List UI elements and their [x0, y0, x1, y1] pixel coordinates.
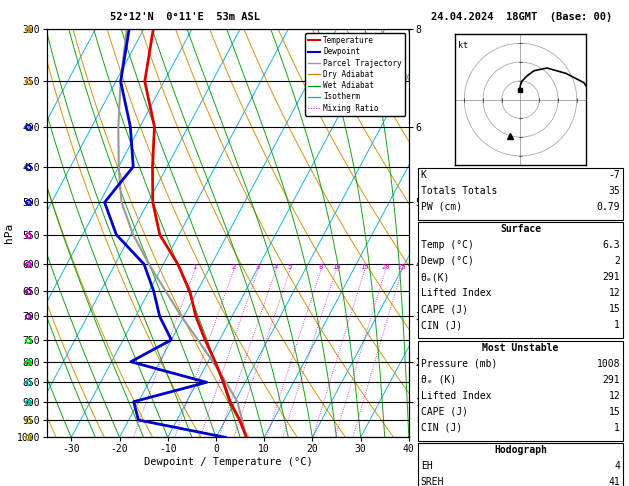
- X-axis label: Dewpoint / Temperature (°C): Dewpoint / Temperature (°C): [143, 457, 313, 467]
- Legend: Temperature, Dewpoint, Parcel Trajectory, Dry Adiabat, Wet Adiabat, Isotherm, Mi: Temperature, Dewpoint, Parcel Trajectory…: [305, 33, 405, 116]
- Y-axis label: hPa: hPa: [4, 223, 14, 243]
- Text: 0.79: 0.79: [597, 202, 620, 212]
- Text: θₑ(K): θₑ(K): [421, 272, 450, 282]
- Text: kt: kt: [457, 41, 467, 50]
- Text: CAPE (J): CAPE (J): [421, 304, 468, 314]
- Text: 3: 3: [256, 264, 260, 270]
- Text: K: K: [421, 170, 426, 180]
- Text: CIN (J): CIN (J): [421, 423, 462, 433]
- Text: Totals Totals: Totals Totals: [421, 186, 497, 196]
- Text: θₑ (K): θₑ (K): [421, 375, 456, 385]
- Text: Temp (°C): Temp (°C): [421, 240, 474, 250]
- Text: 15: 15: [608, 407, 620, 417]
- Text: Surface: Surface: [500, 224, 541, 234]
- Text: 10: 10: [332, 264, 340, 270]
- Text: 24.04.2024  18GMT  (Base: 00): 24.04.2024 18GMT (Base: 00): [431, 12, 613, 22]
- Text: 8: 8: [319, 264, 323, 270]
- Text: Pressure (mb): Pressure (mb): [421, 359, 497, 369]
- Text: 4: 4: [274, 264, 278, 270]
- Text: 20: 20: [381, 264, 390, 270]
- Text: EH: EH: [421, 461, 433, 471]
- Text: © weatheronline.co.uk: © weatheronline.co.uk: [468, 472, 573, 481]
- Text: 291: 291: [603, 272, 620, 282]
- Text: Dewp (°C): Dewp (°C): [421, 256, 474, 266]
- Text: CAPE (J): CAPE (J): [421, 407, 468, 417]
- Text: 52°12'N  0°11'E  53m ASL: 52°12'N 0°11'E 53m ASL: [109, 12, 260, 22]
- Text: Lifted Index: Lifted Index: [421, 391, 491, 401]
- Text: 1: 1: [615, 423, 620, 433]
- Text: 15: 15: [608, 304, 620, 314]
- Text: 291: 291: [603, 375, 620, 385]
- Text: -7: -7: [608, 170, 620, 180]
- Text: 15: 15: [360, 264, 369, 270]
- Text: 1008: 1008: [597, 359, 620, 369]
- Text: 35: 35: [608, 186, 620, 196]
- Text: 12: 12: [608, 391, 620, 401]
- Y-axis label: km
ASL: km ASL: [425, 225, 446, 242]
- Text: 2: 2: [231, 264, 236, 270]
- Text: 41: 41: [608, 477, 620, 486]
- Text: PW (cm): PW (cm): [421, 202, 462, 212]
- Text: 6.3: 6.3: [603, 240, 620, 250]
- Text: 25: 25: [398, 264, 406, 270]
- Text: 2: 2: [615, 256, 620, 266]
- Text: CIN (J): CIN (J): [421, 320, 462, 330]
- Text: Most Unstable: Most Unstable: [482, 343, 559, 353]
- Text: 1: 1: [192, 264, 197, 270]
- Text: SREH: SREH: [421, 477, 444, 486]
- Text: 12: 12: [608, 288, 620, 298]
- Text: Hodograph: Hodograph: [494, 445, 547, 455]
- Text: 1: 1: [615, 320, 620, 330]
- Text: LCL: LCL: [416, 416, 431, 424]
- Text: Lifted Index: Lifted Index: [421, 288, 491, 298]
- Text: 4: 4: [615, 461, 620, 471]
- Text: 5: 5: [288, 264, 292, 270]
